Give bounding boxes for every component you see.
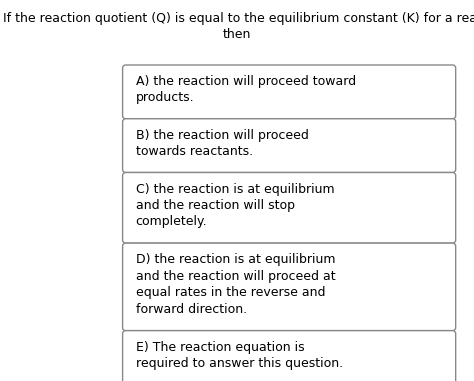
FancyBboxPatch shape	[123, 65, 456, 119]
FancyBboxPatch shape	[123, 243, 456, 331]
Text: A) the reaction will proceed toward
products.: A) the reaction will proceed toward prod…	[136, 75, 356, 104]
FancyBboxPatch shape	[123, 331, 456, 381]
Text: D) the reaction is at equilibrium
and the reaction will proceed at
equal rates i: D) the reaction is at equilibrium and th…	[136, 253, 335, 315]
Text: then: then	[223, 28, 251, 41]
Text: B) the reaction will proceed
towards reactants.: B) the reaction will proceed towards rea…	[136, 129, 309, 158]
FancyBboxPatch shape	[123, 173, 456, 243]
FancyBboxPatch shape	[123, 119, 456, 173]
Text: E) The reaction equation is
required to answer this question.: E) The reaction equation is required to …	[136, 341, 343, 370]
Text: If the reaction quotient (Q) is equal to the equilibrium constant (K) for a reac: If the reaction quotient (Q) is equal to…	[3, 12, 474, 25]
Text: C) the reaction is at equilibrium
and the reaction will stop
completely.: C) the reaction is at equilibrium and th…	[136, 182, 334, 229]
